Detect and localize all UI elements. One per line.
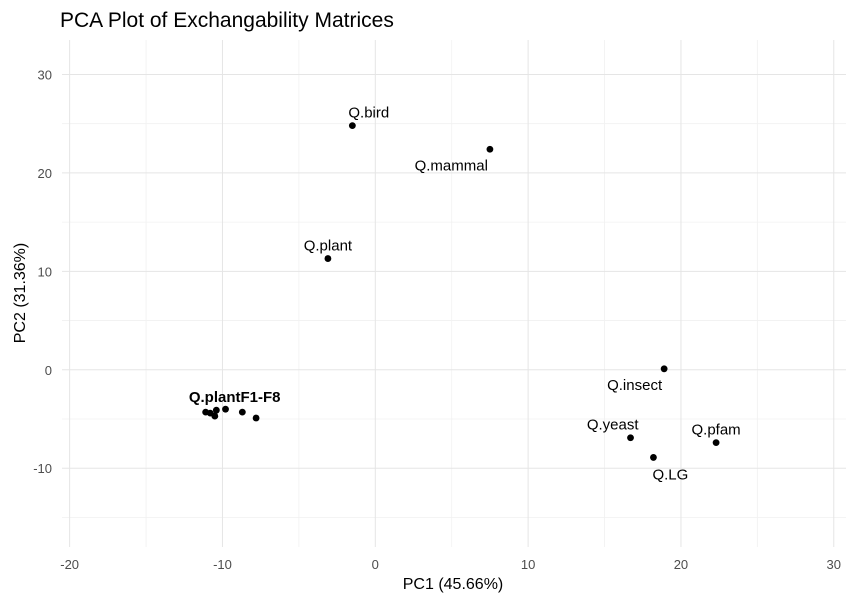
x-tick-label: 10 — [521, 557, 535, 572]
data-point — [324, 255, 332, 262]
point-labels: Q.bird Q.mammal Q.plant Q.insect Q.yeast Q.pf… — [189, 105, 741, 484]
data-point — [627, 434, 634, 442]
y-tick-label: 20 — [38, 166, 52, 181]
x-tick-label: -10 — [213, 557, 232, 572]
data-point — [222, 405, 229, 413]
x-tick-label: -20 — [60, 557, 79, 572]
data-point — [650, 454, 657, 461]
data-point — [660, 365, 668, 373]
point-label: Q.bird — [348, 105, 389, 122]
point-label: Q.yeast — [587, 417, 640, 434]
grid — [62, 40, 846, 547]
y-tick-label: 0 — [45, 363, 52, 378]
data-point — [486, 145, 494, 153]
y-axis-title: PC2 (31.36%) — [12, 243, 29, 344]
data-point — [348, 122, 356, 130]
point-label: Q.plantF1-F8 — [189, 389, 281, 406]
y-tick-label: 30 — [38, 67, 52, 82]
data-point — [238, 408, 246, 416]
x-tick-label: 20 — [674, 557, 688, 572]
data-points — [202, 122, 720, 461]
data-point — [712, 439, 720, 447]
data-point — [252, 414, 260, 422]
y-axis-ticks: -10 0 10 20 30 — [33, 67, 52, 476]
chart-title: PCA Plot of Exchangability Matrices — [60, 9, 394, 32]
data-point — [212, 406, 220, 414]
x-tick-label: 30 — [827, 557, 841, 572]
y-tick-label: 10 — [38, 264, 52, 279]
point-label: Q.LG — [652, 466, 688, 483]
point-label: Q.plant — [304, 238, 353, 255]
point-label: Q.mammal — [415, 157, 488, 174]
x-axis-ticks: -20 -10 0 10 20 30 — [60, 557, 841, 572]
x-axis-title: PC1 (45.66%) — [403, 576, 504, 593]
data-point — [211, 412, 219, 420]
y-tick-label: -10 — [33, 461, 52, 476]
point-label: Q.pfam — [692, 422, 741, 439]
point-label: Q.insect — [607, 377, 663, 394]
x-tick-label: 0 — [372, 557, 379, 572]
